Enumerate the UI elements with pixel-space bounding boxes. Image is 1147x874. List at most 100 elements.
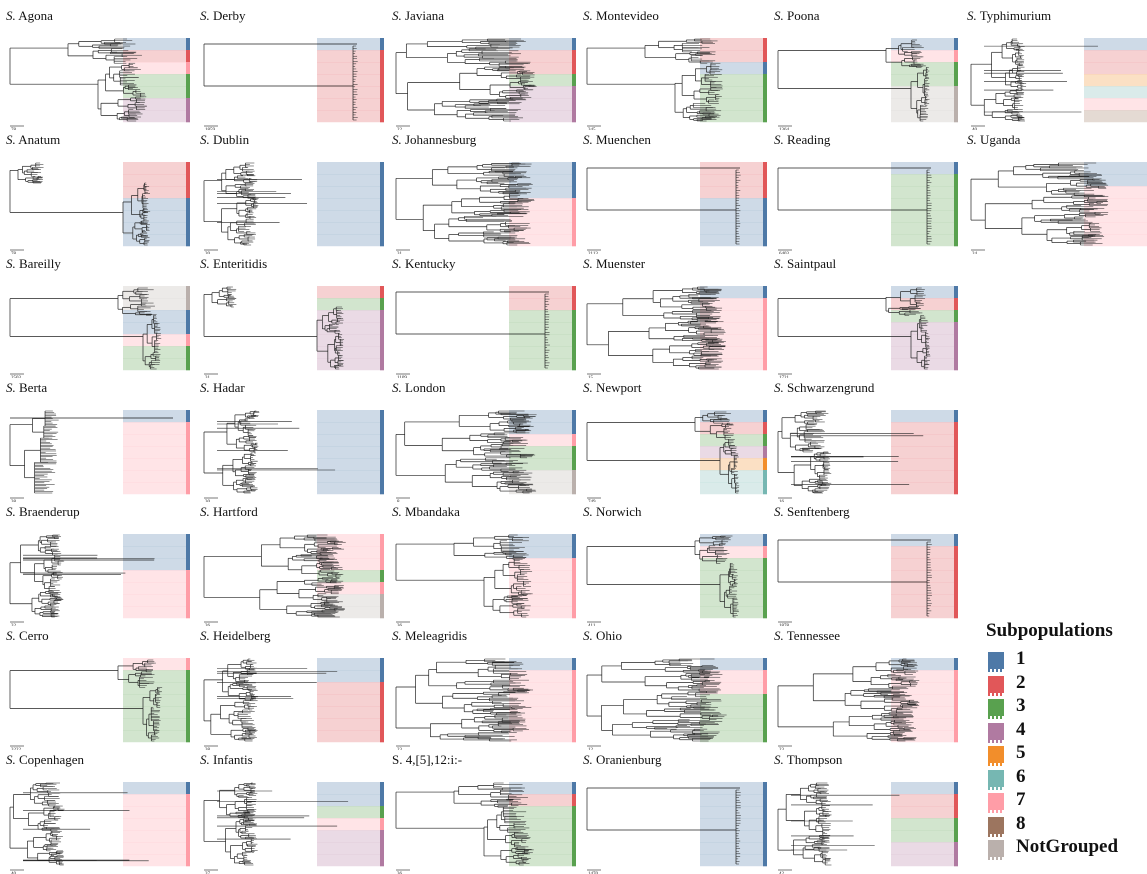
subpop-band bbox=[317, 782, 380, 795]
tree-drawing: 1878 bbox=[777, 534, 958, 626]
scale-label: 1364 bbox=[779, 128, 790, 130]
tree-branches bbox=[777, 539, 932, 617]
subpop-band bbox=[700, 558, 763, 571]
serovar-name: Cerro bbox=[19, 628, 49, 643]
serovar-name: Javiana bbox=[405, 8, 444, 23]
tree-drawing: 1721 bbox=[777, 286, 958, 378]
legend-swatch bbox=[988, 675, 1004, 696]
subpop-band bbox=[317, 358, 380, 371]
panel-title: S. Berta bbox=[6, 380, 47, 396]
legend-label: 1 bbox=[1016, 648, 1026, 669]
subpop-band bbox=[123, 570, 186, 583]
subpop-strip bbox=[572, 322, 576, 335]
subpop-band bbox=[509, 794, 572, 807]
subpop-strip bbox=[572, 682, 576, 695]
tree-branches bbox=[395, 658, 534, 742]
subpop-strip bbox=[763, 358, 767, 371]
subpop-band bbox=[123, 74, 186, 87]
legend-item: 3 bbox=[986, 695, 1113, 719]
subpop-band bbox=[123, 358, 186, 371]
tree-branches bbox=[586, 535, 739, 618]
subpop-strip bbox=[380, 286, 384, 299]
scale-label: 22 bbox=[397, 128, 403, 130]
subpop-band bbox=[891, 222, 954, 235]
genus-abbrev: S. bbox=[392, 628, 402, 643]
subpop-strip bbox=[763, 582, 767, 595]
subpop-band bbox=[123, 694, 186, 707]
panel-title: S. Braenderup bbox=[6, 504, 80, 520]
panel-title: S. Norwich bbox=[583, 504, 642, 520]
subpop-strip bbox=[572, 706, 576, 719]
subpop-band bbox=[891, 582, 954, 595]
subpop-band bbox=[123, 62, 186, 75]
subpop-strip bbox=[380, 706, 384, 719]
subpop-band bbox=[317, 286, 380, 299]
subpop-band bbox=[317, 98, 380, 111]
tree-branches bbox=[9, 38, 147, 122]
subpop-band bbox=[700, 86, 763, 99]
subpop-band bbox=[509, 582, 572, 595]
scale-label: 31 bbox=[205, 376, 211, 378]
serovar-name: Typhimurium bbox=[979, 8, 1052, 23]
panel-title: S. Kentucky bbox=[392, 256, 456, 272]
scale-label: 20 bbox=[205, 252, 211, 254]
legend-label: 8 bbox=[1016, 812, 1026, 834]
subpop-band bbox=[700, 694, 763, 707]
subpop-band bbox=[123, 806, 186, 819]
subpop-strip bbox=[186, 222, 190, 235]
subpop-band bbox=[317, 842, 380, 855]
tree-branches bbox=[203, 782, 349, 866]
tree-branches bbox=[9, 287, 162, 370]
subpop-strip bbox=[763, 534, 767, 547]
subpop-band bbox=[1084, 86, 1147, 99]
tree-panel: S. Thompson 42 bbox=[772, 750, 962, 874]
subpop-band bbox=[509, 174, 572, 187]
tree-branches bbox=[203, 286, 345, 370]
subpop-band bbox=[123, 842, 186, 855]
subpop-band bbox=[891, 334, 954, 347]
subpop-band bbox=[317, 422, 380, 435]
panel-title: S. Uganda bbox=[967, 132, 1020, 148]
subpop-strip bbox=[763, 546, 767, 559]
subpop-band bbox=[123, 210, 186, 223]
subpop-band bbox=[317, 670, 380, 683]
subpop-band bbox=[123, 682, 186, 695]
serovar-name: Bareilly bbox=[19, 256, 61, 271]
subpop-band bbox=[509, 558, 572, 571]
subpop-band bbox=[123, 162, 186, 175]
subpop-strip bbox=[763, 606, 767, 619]
subpop-band bbox=[123, 470, 186, 483]
genus-abbrev: S. bbox=[392, 504, 402, 519]
scale-label: 6403 bbox=[779, 252, 790, 254]
legend-item: NotGrouped bbox=[986, 836, 1118, 860]
legend-swatch bbox=[988, 746, 1004, 766]
panel-title: S. Oranienburg bbox=[583, 752, 661, 768]
scale-label: 1721 bbox=[779, 376, 790, 378]
subpop-strip bbox=[954, 830, 958, 843]
subpop-strip bbox=[186, 234, 190, 247]
genus-abbrev: S. bbox=[774, 256, 784, 271]
subpop-strip bbox=[763, 110, 767, 123]
subpop-strip bbox=[763, 458, 767, 471]
subpop-band bbox=[509, 346, 572, 359]
tree-drawing: 16 bbox=[777, 410, 958, 502]
subpop-strip bbox=[763, 470, 767, 483]
subpop-band bbox=[317, 186, 380, 199]
subpop-strip bbox=[380, 782, 384, 795]
scale-label: 32 bbox=[11, 624, 17, 626]
subpop-band bbox=[123, 818, 186, 831]
subpop-band bbox=[509, 730, 572, 743]
subpop-strip bbox=[380, 346, 384, 359]
subpop-strip bbox=[186, 74, 190, 87]
subpop-strip bbox=[954, 86, 958, 99]
subpop-strip bbox=[572, 186, 576, 199]
serovar-name: Derby bbox=[213, 8, 246, 23]
subpop-band bbox=[700, 718, 763, 731]
genus-abbrev: S. bbox=[392, 8, 402, 23]
scale-label: 38 bbox=[11, 500, 17, 502]
panel-title: S. Meleagridis bbox=[392, 628, 467, 644]
subpop-band bbox=[317, 694, 380, 707]
serovar-name: Anatum bbox=[18, 132, 61, 147]
subpop-strip bbox=[380, 670, 384, 683]
tree-branches bbox=[777, 658, 920, 742]
